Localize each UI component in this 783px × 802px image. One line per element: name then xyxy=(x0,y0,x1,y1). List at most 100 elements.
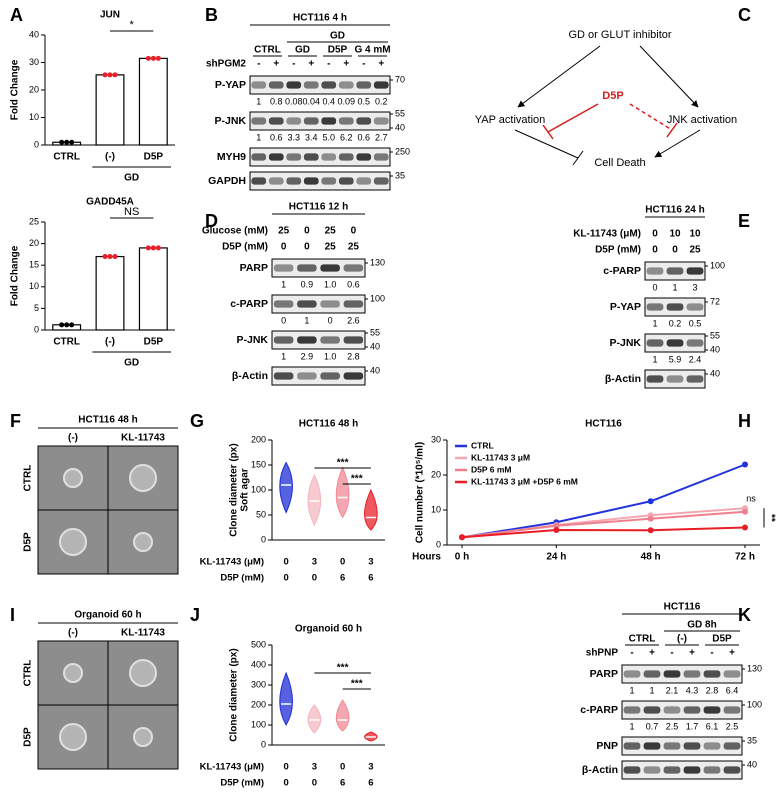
blot-frame xyxy=(271,294,366,314)
y-tick-label: 200 xyxy=(251,434,266,444)
lane-sign: - xyxy=(630,648,633,659)
micro-title: HCT116 48 h xyxy=(78,415,137,426)
band xyxy=(666,303,684,311)
blot-frame xyxy=(621,664,743,684)
row-label: β-Actin xyxy=(582,764,618,776)
condition-value: 6 xyxy=(368,778,373,789)
row-label: c-PARP xyxy=(230,298,268,310)
y-tick-label: 10 xyxy=(431,504,441,514)
band xyxy=(321,177,337,185)
blot-frame xyxy=(249,147,391,167)
quant-value: 0.5 xyxy=(689,318,702,328)
band xyxy=(703,766,721,774)
condition-value: 3 xyxy=(368,557,373,568)
quant-value: 3.4 xyxy=(305,132,318,142)
significance: *** xyxy=(337,458,349,469)
quant-value: 1 xyxy=(629,721,634,731)
band xyxy=(373,117,389,125)
y-tick-label: 300 xyxy=(251,679,266,689)
quant-value: 0.5 xyxy=(357,96,370,106)
arrow xyxy=(639,45,699,108)
band xyxy=(286,177,302,185)
quant-value: 0.4 xyxy=(322,96,335,106)
quant-value: 2.7 xyxy=(375,132,388,142)
y-tick-label: 25 xyxy=(29,216,39,226)
band xyxy=(723,766,741,774)
quant-value: 0 xyxy=(328,315,333,325)
data-point xyxy=(64,139,70,145)
chart-title: HCT116 48 h xyxy=(299,419,358,430)
band xyxy=(683,706,701,714)
quant-value: 1 xyxy=(281,351,286,361)
band xyxy=(343,372,364,380)
data-point xyxy=(69,139,75,145)
condition-value: 0 xyxy=(304,242,310,253)
y-tick-label: 20 xyxy=(431,469,441,479)
group-label: GD 8h xyxy=(687,620,716,631)
data-point xyxy=(150,245,156,251)
row-label: β-Actin xyxy=(605,373,641,385)
band xyxy=(273,372,294,380)
quant-value: 1 xyxy=(652,318,657,328)
band xyxy=(251,117,267,125)
quant-value: 2.5 xyxy=(726,721,739,731)
quant-value: 1 xyxy=(629,685,634,695)
mw-marker: 130 xyxy=(370,257,385,267)
group-label: GD xyxy=(124,358,139,369)
lane-sign: - xyxy=(362,59,365,70)
column-label: (-) xyxy=(68,433,78,444)
condition-value: 0 xyxy=(351,226,357,237)
mw-marker: 70 xyxy=(395,74,405,84)
significance: *** xyxy=(351,474,363,485)
significance: ** xyxy=(765,514,776,522)
significance: NS xyxy=(124,206,139,218)
band xyxy=(273,264,294,272)
band xyxy=(623,742,641,750)
band xyxy=(303,81,319,89)
band xyxy=(373,81,389,89)
node: JNK activation xyxy=(667,114,737,126)
arrow xyxy=(654,129,701,158)
significance: *** xyxy=(351,679,363,690)
quant-value: 6.2 xyxy=(340,132,353,142)
x-axis-label: Hours xyxy=(412,552,441,563)
panel-label: G xyxy=(190,411,204,431)
group-label: D5P xyxy=(712,634,732,645)
row-label: P-YAP xyxy=(215,79,246,91)
condition-value: 6 xyxy=(340,573,345,584)
quant-value: 3 xyxy=(692,282,697,292)
mw-marker: 250 xyxy=(395,146,410,156)
y-tick-label: 0 xyxy=(34,324,39,334)
data-point xyxy=(155,55,161,61)
band xyxy=(303,153,319,161)
quant-value: 2.9 xyxy=(301,351,314,361)
condition-label: Glucose (mM) xyxy=(202,226,268,237)
cell-colony xyxy=(129,659,157,687)
row-label: P-JNK xyxy=(236,334,268,346)
quant-value: 2.4 xyxy=(689,354,702,364)
violin xyxy=(279,671,293,726)
group-label: CTRL xyxy=(254,45,281,56)
quant-value: 6.4 xyxy=(726,685,739,695)
quant-value: 0 xyxy=(652,282,657,292)
mw-marker: 40 xyxy=(370,365,380,375)
cell-colony xyxy=(59,723,87,751)
y-tick-label: 40 xyxy=(29,29,39,39)
band xyxy=(273,336,294,344)
mw-marker: 40 xyxy=(710,344,720,354)
blot-frame xyxy=(249,111,391,131)
y-tick-label: 50 xyxy=(256,509,266,519)
violin xyxy=(364,488,378,531)
data-point xyxy=(59,139,65,145)
micro-title: Organoid 60 h xyxy=(74,610,141,621)
violin xyxy=(307,704,322,734)
inhibit-line xyxy=(629,103,673,131)
data-point xyxy=(107,254,113,260)
band xyxy=(273,300,294,308)
condition-value: 0 xyxy=(283,557,288,568)
condition-value: 0 xyxy=(283,573,288,584)
panel-label: K xyxy=(738,605,751,625)
bar xyxy=(138,57,168,146)
row-label: P-JNK xyxy=(609,337,641,349)
